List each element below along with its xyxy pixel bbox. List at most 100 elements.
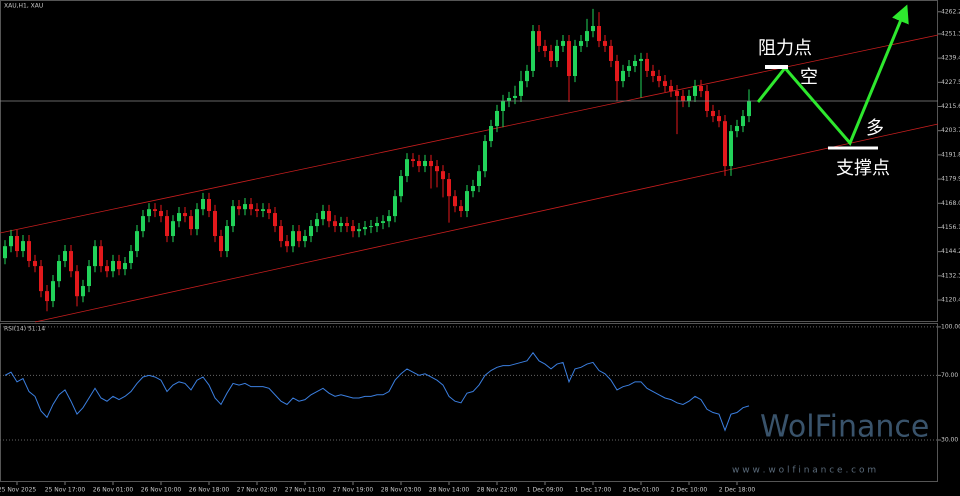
candle-body — [711, 110, 715, 117]
x-tick-label: 28 Nov 14:00 — [429, 487, 470, 494]
candle-body — [663, 81, 667, 86]
candle-body — [549, 51, 553, 61]
x-tick-label: 2 Dec 10:00 — [671, 487, 708, 494]
candle-body — [747, 101, 751, 117]
candle-body — [651, 70, 655, 77]
candle-body — [135, 231, 139, 252]
x-tick-label: 1 Dec 09:00 — [527, 487, 564, 494]
candle-body — [675, 91, 679, 96]
candle-body — [177, 213, 181, 222]
y-tick-label: 30.00 — [941, 436, 958, 443]
x-tick-label: 25 Nov 17:00 — [45, 487, 86, 494]
candle-body — [537, 31, 541, 46]
candle-body — [597, 26, 601, 42]
y-tick-label: 4120.40 — [941, 297, 960, 304]
x-tick-label: 26 Nov 10:00 — [141, 487, 182, 494]
candle-body — [531, 31, 535, 71]
y-tick-label: 4215.60 — [941, 103, 960, 110]
candle-body — [189, 216, 193, 230]
candle-body — [129, 251, 133, 264]
candle-body — [165, 216, 169, 237]
y-tick-label: 4156.10 — [941, 224, 960, 231]
candle-body — [513, 95, 517, 98]
channel-lower — [34, 123, 939, 323]
candle-body — [195, 209, 199, 230]
candle-body — [117, 261, 121, 270]
candle-body — [573, 45, 577, 77]
candle-body — [327, 211, 331, 222]
candle-body — [405, 159, 409, 177]
candle-body — [609, 45, 613, 61]
candle-body — [411, 159, 415, 161]
candle-body — [591, 26, 595, 32]
y-tick-label: 70.00 — [941, 372, 958, 379]
candle-body — [303, 236, 307, 242]
candle-body — [225, 226, 229, 252]
candle-body — [381, 221, 385, 224]
watermark-url: w w w . w o l f i n a n c e . c o m — [732, 466, 876, 476]
candle-body — [615, 60, 619, 82]
candle-body — [63, 251, 67, 262]
candle-body — [153, 209, 157, 212]
candle-body — [441, 171, 445, 180]
candle-body — [363, 227, 367, 230]
candle-body — [567, 41, 571, 77]
candle-body — [267, 209, 271, 214]
x-tick-label: 28 Nov 03:00 — [381, 487, 422, 494]
candle-body — [69, 251, 73, 272]
candle-body — [243, 204, 247, 210]
candle-body — [447, 179, 451, 197]
candle-body — [201, 199, 205, 210]
candle-body — [183, 213, 187, 217]
x-tick-label: 27 Nov 02:00 — [237, 487, 278, 494]
candle-body — [693, 85, 697, 96]
candle-body — [579, 41, 583, 46]
candle-body — [423, 161, 427, 167]
rsi-line — [4, 351, 750, 432]
candle-body — [687, 95, 691, 102]
candle-body — [495, 110, 499, 127]
candle-body — [375, 223, 379, 227]
x-tick-label: 27 Nov 11:00 — [285, 487, 326, 494]
candle-body — [501, 101, 505, 111]
y-tick-label: 4227.50 — [941, 79, 960, 86]
candle-body — [543, 45, 547, 52]
candle-body — [465, 191, 469, 212]
candle-body — [219, 236, 223, 252]
candle-body — [735, 126, 739, 132]
candle-body — [27, 241, 31, 262]
rsi-frame — [0, 323, 938, 482]
watermark-brand: WolFinance — [760, 410, 929, 445]
x-tick-label: 1 Dec 17:00 — [575, 487, 612, 494]
candle-body — [345, 223, 349, 227]
candle-body — [45, 291, 49, 302]
candle-body — [39, 266, 43, 292]
candle-body — [525, 70, 529, 82]
candle-body — [261, 209, 265, 212]
candle-body — [459, 206, 463, 212]
candle-body — [123, 263, 127, 270]
candle-body — [489, 126, 493, 142]
candle-body — [699, 85, 703, 92]
candle-body — [639, 58, 643, 61]
candle-body — [393, 196, 397, 217]
candle-body — [333, 221, 337, 227]
candle-body — [231, 206, 235, 227]
candle-body — [111, 261, 115, 272]
candle-body — [357, 229, 361, 232]
x-tick-label: 26 Nov 01:00 — [93, 487, 134, 494]
candle-body — [51, 281, 55, 302]
x-tick-label: 26 Nov 18:00 — [189, 487, 230, 494]
candle-body — [9, 236, 13, 247]
candle-body — [159, 211, 163, 217]
candle-body — [717, 116, 721, 122]
y-tick-label: 4203.70 — [941, 127, 960, 134]
candle-body — [453, 196, 457, 207]
candle-body — [633, 60, 637, 67]
candle-body — [141, 216, 145, 232]
candle-body — [483, 141, 487, 172]
candle-body — [279, 226, 283, 242]
annotation: 空 — [800, 67, 818, 88]
candle-body — [105, 266, 109, 272]
